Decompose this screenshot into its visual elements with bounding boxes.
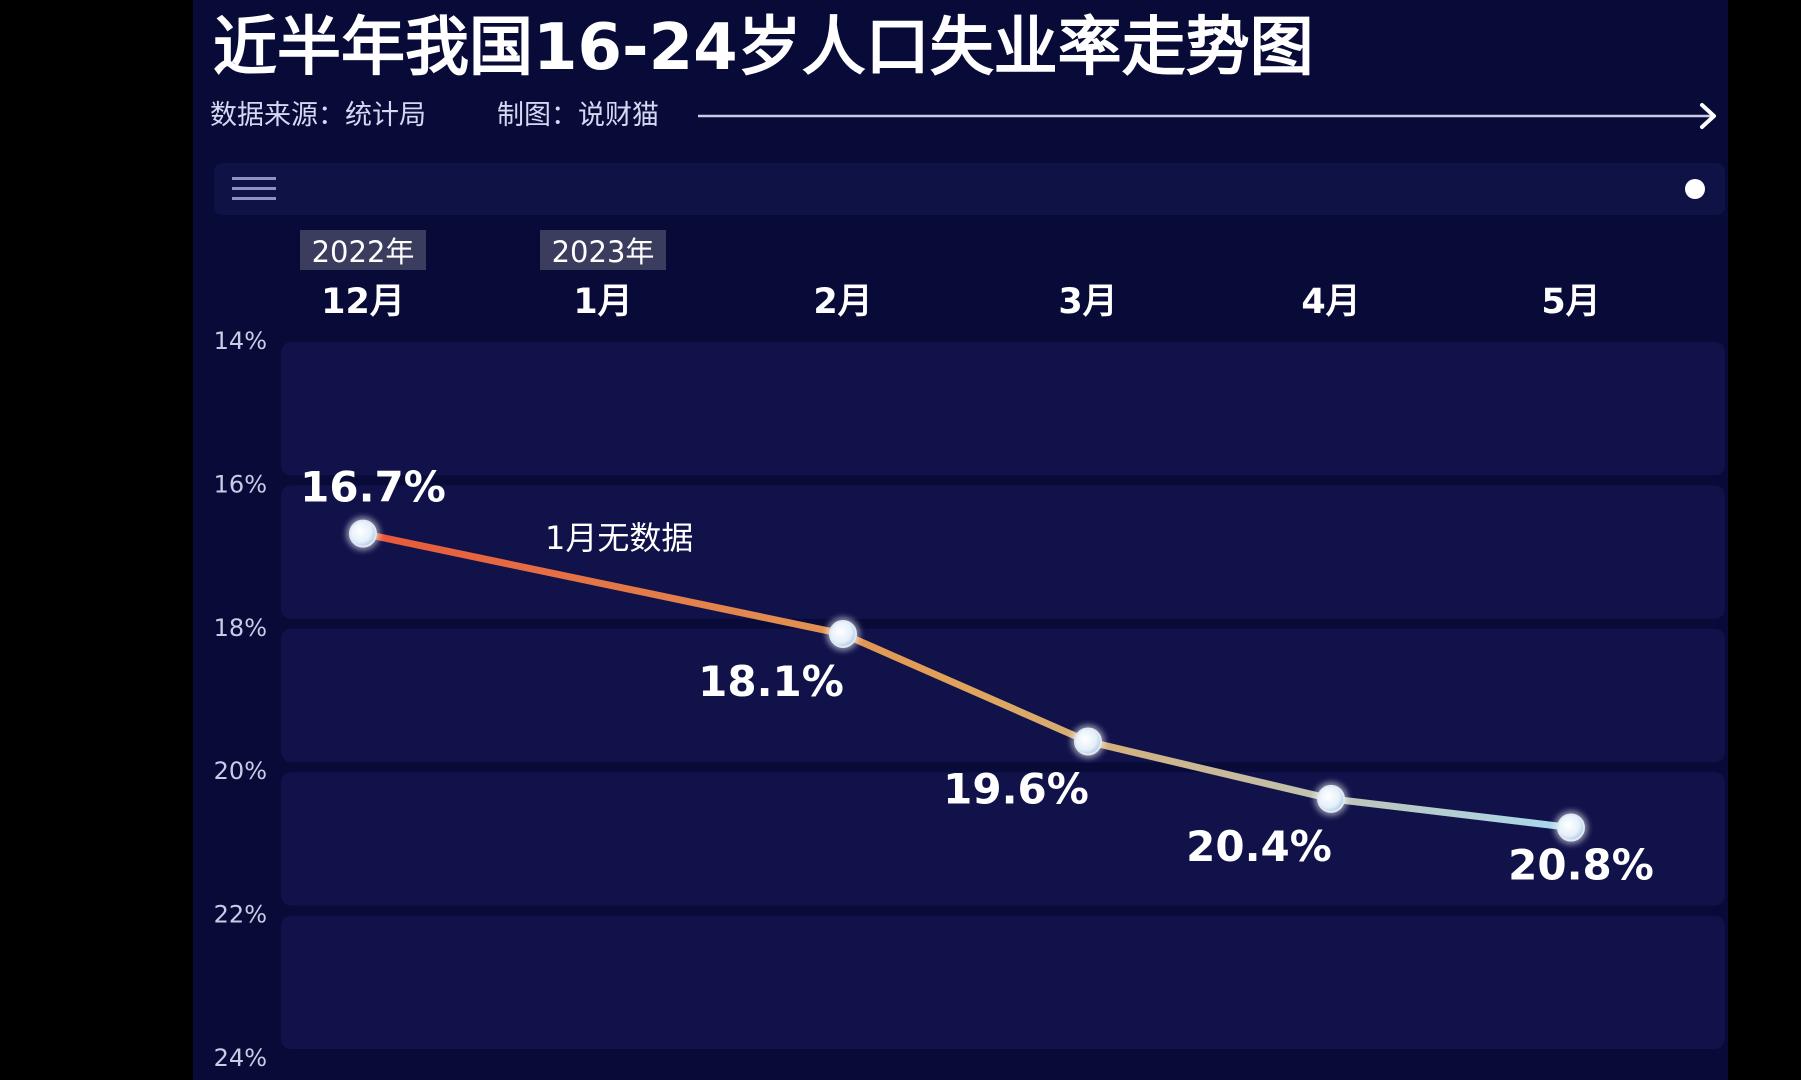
year-tag-box — [300, 230, 426, 270]
data-label: 18.1% — [698, 657, 844, 706]
grid-band — [281, 628, 1725, 763]
x-tick-label: 12月 — [321, 282, 405, 322]
data-label: 19.6% — [943, 765, 1089, 814]
arrow-right-icon — [698, 103, 1716, 129]
x-axis: 2022年 12月 2023年 1月 2月 3月 4月 5月 — [300, 230, 1601, 322]
grid-bands — [281, 342, 1725, 1049]
data-point — [1317, 784, 1345, 813]
hamburger-menu-icon[interactable] — [230, 174, 278, 204]
data-label: 16.7% — [300, 463, 446, 512]
data-point — [349, 519, 377, 548]
line-chart: 14% 16% 18% 20% 22% 24% 2022年 12月 2023年 1月 2月 3月 4月… — [214, 230, 1725, 1072]
annotations: 1月无数据 — [545, 519, 693, 557]
y-tick-label: 24% — [214, 1044, 267, 1072]
chart-title: 近半年我国16-24岁人口失业率走势图 — [213, 11, 1314, 85]
y-tick-label: 20% — [214, 757, 267, 785]
x-tick-label: 1月 — [573, 282, 632, 322]
chart-toolbar — [214, 163, 1725, 215]
y-axis: 14% 16% 18% 20% 22% 24% — [214, 327, 267, 1072]
data-label: 20.4% — [1186, 822, 1332, 871]
grid-band — [281, 485, 1725, 619]
y-tick-label: 14% — [214, 327, 267, 355]
chart-panel: 近半年我国16-24岁人口失业率走势图 数据来源：统计局 制图：说财猫 — [193, 0, 1728, 1080]
year-tag: 2022年 — [312, 235, 415, 269]
y-tick-label: 18% — [214, 614, 267, 642]
data-point — [1557, 813, 1585, 842]
source-line: 数据来源：统计局 制图：说财猫 — [210, 96, 1725, 136]
x-tick-label: 3月 — [1058, 282, 1117, 322]
year-tag-box — [540, 230, 666, 270]
data-label: 20.8% — [1508, 841, 1654, 890]
data-source-label: 数据来源：统计局 — [210, 100, 426, 131]
indicator-dot[interactable] — [1685, 179, 1705, 199]
grid-band — [281, 915, 1725, 1049]
missing-data-annotation: 1月无数据 — [545, 519, 693, 557]
data-point — [1074, 727, 1102, 756]
data-point — [829, 619, 857, 648]
made-by-label: 制图：说财猫 — [497, 100, 659, 131]
year-tag: 2023年 — [552, 235, 655, 269]
x-tick-label: 5月 — [1541, 282, 1600, 322]
series-line: 16.7% 18.1% 19.6% 20.4% 20.8% — [300, 463, 1654, 890]
x-tick-label: 4月 — [1301, 282, 1360, 322]
y-tick-label: 22% — [214, 901, 267, 929]
x-tick-label: 2月 — [813, 282, 872, 322]
grid-band — [281, 342, 1725, 476]
y-tick-label: 16% — [214, 470, 267, 498]
